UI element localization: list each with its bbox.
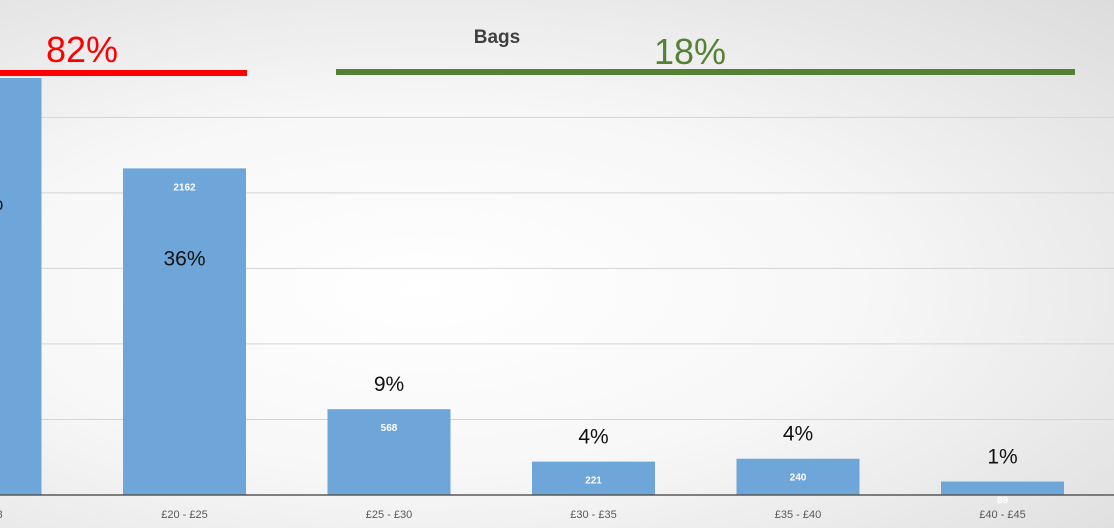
bar-percent-label: 36% (163, 247, 205, 270)
bar-percent-label: 4% (783, 423, 813, 446)
bars: % 2162 36% 568 9% 221 4% 240 4% 89 1% (0, 78, 1064, 507)
x-tick-label: £35 - £40 (775, 509, 821, 521)
bar (736, 458, 860, 495)
bar (327, 409, 451, 495)
bar (532, 461, 655, 495)
bar-value-label: 568 (381, 423, 398, 434)
bar-value-label: 240 (790, 473, 807, 484)
x-tick-label: £40 - £45 (979, 509, 1025, 521)
group-bands: 82% 18% (0, 29, 1075, 76)
bar-percent-label: 4% (578, 426, 608, 449)
bar-percent-label: % (0, 192, 3, 215)
bar-percent-label: 1% (987, 446, 1017, 469)
bar-percent-label: 9% (374, 373, 404, 396)
bar (123, 168, 246, 495)
bar (941, 481, 1064, 495)
group-percent-label: 18% (654, 31, 726, 72)
bar-value-label: 89 (997, 496, 1009, 507)
x-tick-label: RGE £18 (0, 509, 3, 521)
x-tick-label: £25 - £30 (366, 509, 412, 521)
x-tick-label: £30 - £35 (570, 509, 616, 521)
x-tick-labels: RGE £18 £20 - £25 £25 - £30 £30 - £35 £35 - … (0, 509, 1026, 521)
bar-value-label: 2162 (173, 182, 196, 193)
bar (0, 78, 42, 496)
chart-title: Bags (474, 27, 520, 48)
group-percent-label: 82% (46, 29, 118, 70)
bar-value-label: 221 (585, 476, 602, 487)
x-tick-label: £20 - £25 (161, 509, 207, 521)
